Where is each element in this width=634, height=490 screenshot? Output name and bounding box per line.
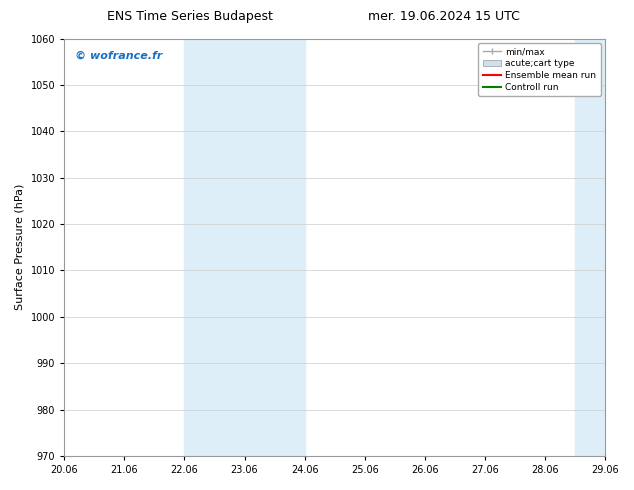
- Text: ENS Time Series Budapest: ENS Time Series Budapest: [107, 10, 273, 23]
- Text: mer. 19.06.2024 15 UTC: mer. 19.06.2024 15 UTC: [368, 10, 520, 23]
- Bar: [575, 39, 634, 456]
- Text: © wofrance.fr: © wofrance.fr: [75, 51, 162, 61]
- Legend: min/max, acute;cart type, Ensemble mean run, Controll run: min/max, acute;cart type, Ensemble mean …: [478, 43, 600, 96]
- Y-axis label: Surface Pressure (hPa): Surface Pressure (hPa): [15, 184, 25, 311]
- Bar: [184, 39, 305, 456]
